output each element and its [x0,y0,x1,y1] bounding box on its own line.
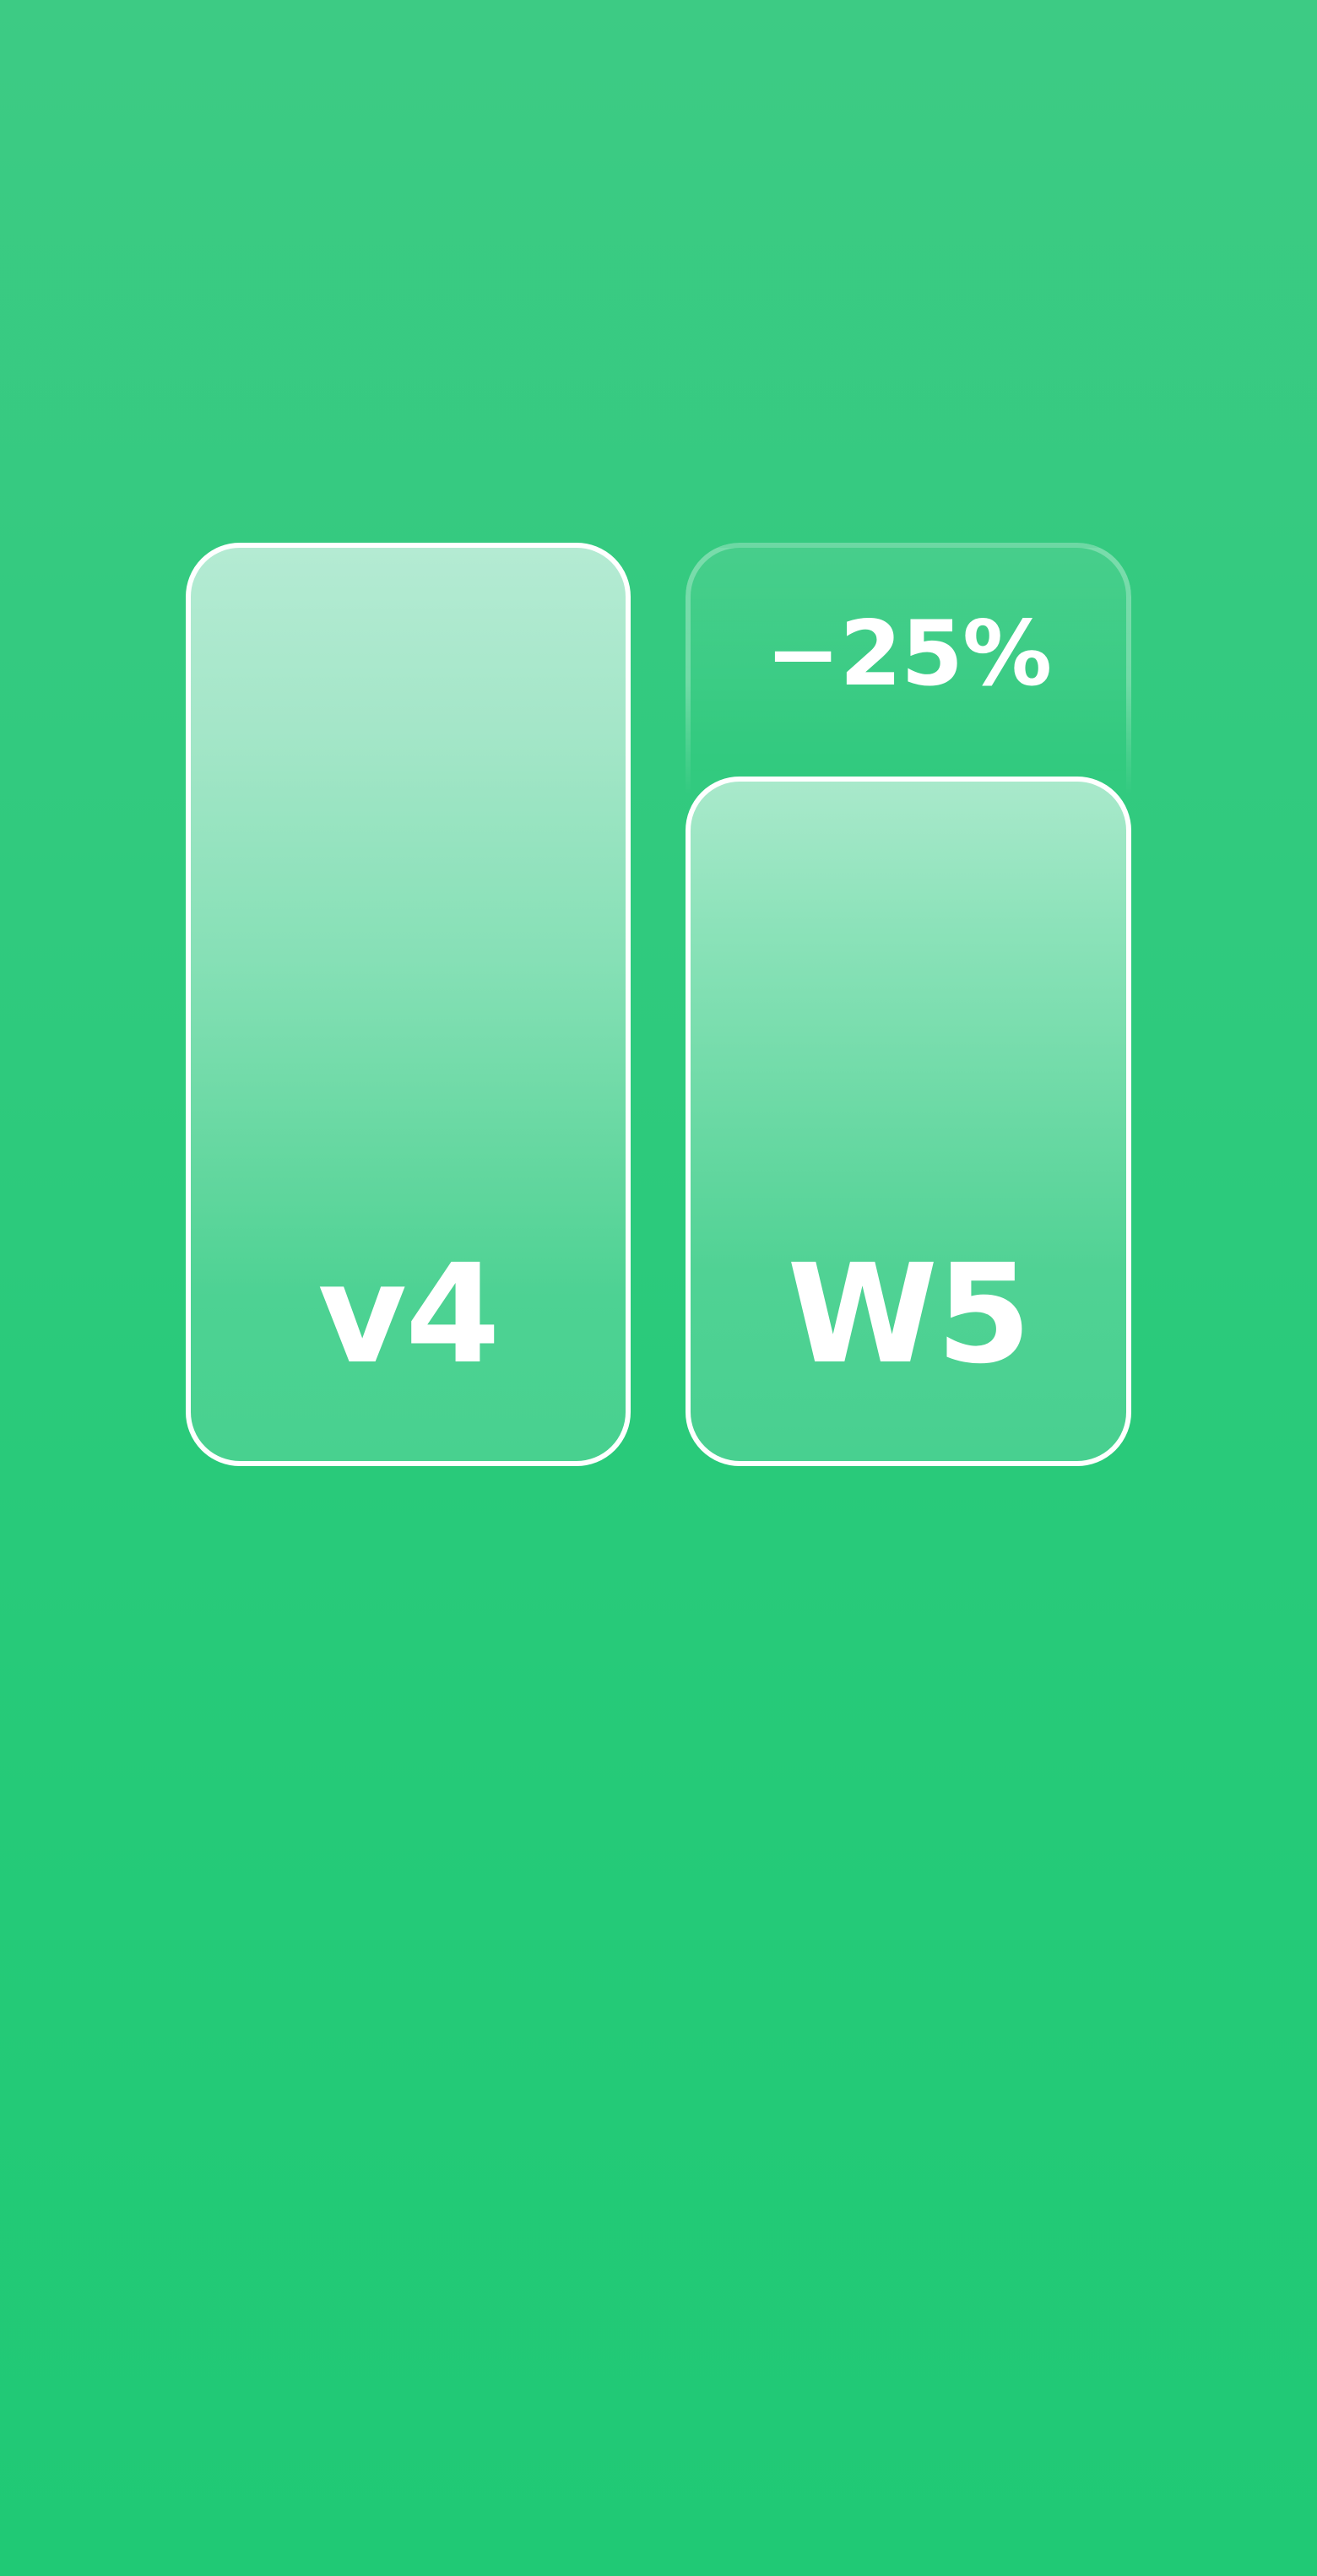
v4-label: v4 [317,1236,500,1394]
w5-card: W5 [686,777,1131,1466]
w5-label: W5 [787,1236,1031,1394]
size-reduction-label: −25% [765,602,1053,706]
previous-size-outline [686,543,1131,796]
v4-card: v4 [186,543,631,1466]
